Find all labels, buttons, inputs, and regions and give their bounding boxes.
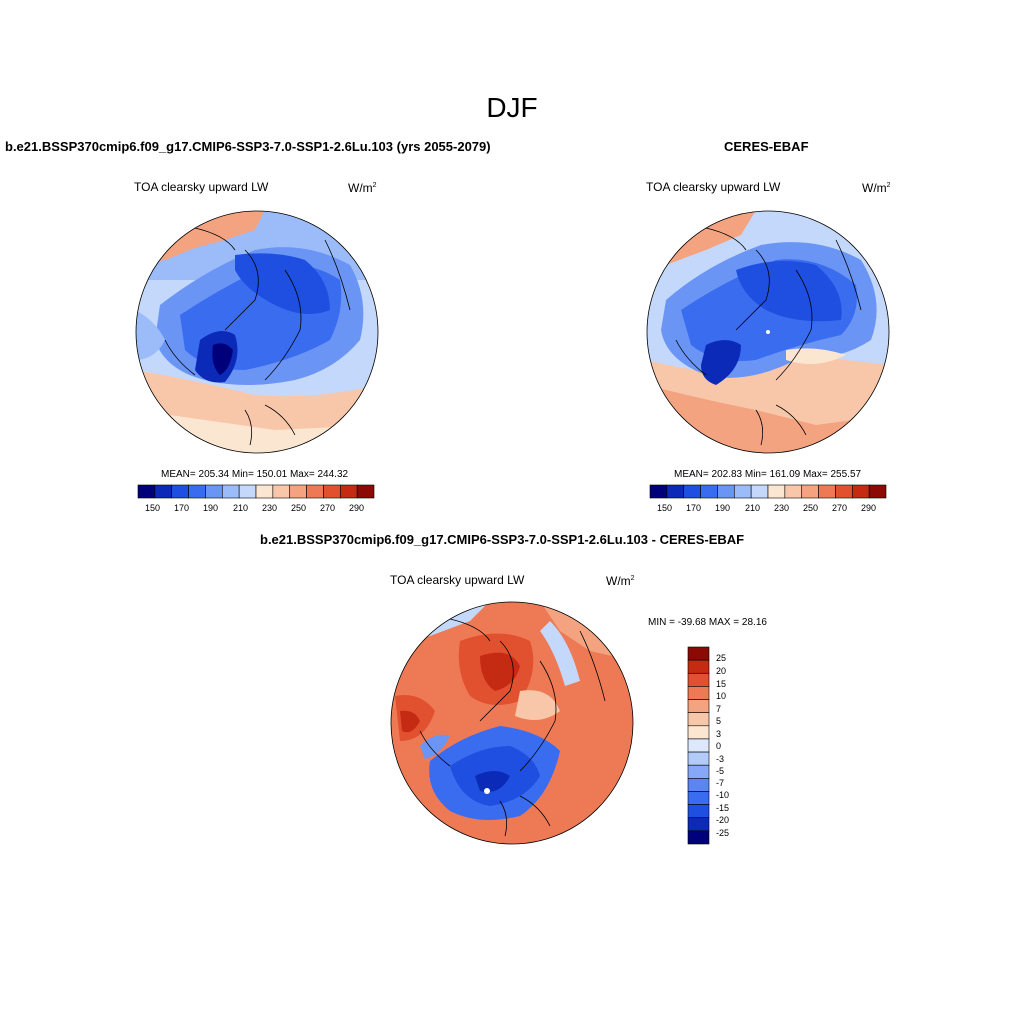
colorbar-swatch — [733, 484, 752, 499]
colorbar-swatch — [221, 484, 240, 499]
colorbar-swatch — [687, 791, 710, 805]
diff-variable-label: TOA clearsky upward LW — [390, 573, 525, 587]
colorbar-swatch — [649, 484, 668, 499]
colorbar-swatch — [687, 830, 710, 845]
colorbar-swatch — [767, 484, 786, 499]
colorbar-swatch — [717, 484, 735, 499]
colorbar-swatch — [700, 484, 718, 499]
colorbar-swatch — [306, 484, 324, 499]
colorbar-tick-label: 3 — [716, 729, 722, 739]
colorbar-swatch — [801, 484, 819, 499]
colorbar-swatch — [851, 484, 870, 499]
colorbar-tick-label: 5 — [716, 716, 722, 726]
colorbar-tick-label: 7 — [716, 704, 722, 714]
colorbar-tick-label: 150 — [657, 503, 673, 513]
colorbar-swatch — [750, 484, 769, 499]
model-polar-map — [135, 210, 379, 454]
obs-variable-label: TOA clearsky upward LW — [646, 180, 781, 194]
colorbar-tick-label: 190 — [203, 503, 219, 513]
colorbar-tick-label: 20 — [716, 666, 727, 676]
colorbar-swatch — [687, 712, 710, 727]
colorbar-tick-label: 10 — [716, 691, 727, 701]
colorbar-tick-label: -20 — [716, 815, 730, 825]
colorbar-swatch — [868, 484, 887, 499]
obs-colorbar-labels: 150 170 190 210 230 250 270 290 — [650, 503, 886, 515]
colorbar-swatch — [687, 804, 710, 819]
colorbar-swatch — [687, 778, 710, 792]
colorbar-tick-label: -10 — [716, 790, 730, 800]
colorbar-swatch — [687, 686, 710, 700]
model-stats-text: MEAN= 205.34 Min= 150.01 Max= 244.32 — [161, 469, 349, 480]
colorbar-tick-label: 210 — [233, 503, 249, 513]
colorbar-tick-label: 190 — [715, 503, 731, 513]
colorbar-swatch — [356, 484, 375, 499]
obs-colorbar — [649, 484, 887, 499]
diff-colorbar-labels: 25 20 15 10 7 5 3 0 -3 -5 -7 -10 -15 -20… — [716, 650, 746, 847]
model-case-title: b.e21.BSSP370cmip6.f09_g17.CMIP6-SSP3-7.… — [5, 139, 491, 154]
colorbar-swatch — [255, 484, 274, 499]
colorbar-swatch — [784, 484, 803, 499]
model-units-label: W/m2 — [348, 181, 377, 195]
colorbar-swatch — [687, 646, 710, 661]
model-colorbar-labels: 150 170 190 210 230 250 270 290 — [138, 503, 374, 515]
colorbar-swatch — [154, 484, 173, 499]
model-variable-label: TOA clearsky upward LW — [134, 180, 269, 194]
colorbar-tick-label: 230 — [262, 503, 278, 513]
diff-stats-text: MIN = -39.68 MAX = 28.16 — [648, 617, 767, 628]
colorbar-swatch — [205, 484, 223, 499]
colorbar-tick-label: 250 — [291, 503, 307, 513]
colorbar-tick-label: 270 — [320, 503, 336, 513]
diff-colorbar — [687, 646, 710, 845]
obs-polar-map — [646, 210, 890, 454]
colorbar-swatch — [687, 764, 710, 779]
colorbar-swatch — [687, 738, 710, 753]
colorbar-tick-label: -3 — [716, 754, 725, 764]
colorbar-swatch — [289, 484, 307, 499]
colorbar-swatch — [687, 659, 710, 674]
colorbar-swatch — [666, 484, 685, 499]
obs-case-title: CERES-EBAF — [724, 139, 809, 154]
obs-units-label: W/m2 — [862, 181, 891, 195]
colorbar-swatch — [323, 484, 341, 499]
colorbar-swatch — [171, 484, 189, 499]
colorbar-swatch — [238, 484, 257, 499]
diff-polar-map — [390, 601, 634, 845]
colorbar-swatch — [683, 484, 701, 499]
colorbar-swatch — [835, 484, 853, 499]
diff-units-label: W/m2 — [606, 574, 635, 588]
colorbar-swatch — [687, 672, 710, 687]
colorbar-swatch — [687, 817, 710, 832]
colorbar-swatch — [188, 484, 206, 499]
colorbar-tick-label: 0 — [716, 741, 722, 751]
colorbar-swatch — [687, 725, 710, 740]
colorbar-tick-label: 25 — [716, 653, 727, 663]
colorbar-tick-label: 230 — [774, 503, 790, 513]
colorbar-swatch — [272, 484, 291, 499]
colorbar-tick-label: 170 — [686, 503, 702, 513]
colorbar-tick-label: 270 — [832, 503, 848, 513]
colorbar-tick-label: -7 — [716, 778, 725, 788]
colorbar-tick-label: -15 — [716, 803, 730, 813]
colorbar-tick-label: 250 — [803, 503, 819, 513]
colorbar-tick-label: -25 — [716, 828, 730, 838]
colorbar-swatch — [687, 751, 710, 766]
colorbar-tick-label: 15 — [716, 679, 727, 689]
colorbar-tick-label: 290 — [349, 503, 365, 513]
model-colorbar — [137, 484, 375, 499]
colorbar-swatch — [137, 484, 156, 499]
colorbar-tick-label: 170 — [174, 503, 190, 513]
colorbar-swatch — [818, 484, 836, 499]
colorbar-swatch — [339, 484, 358, 499]
colorbar-tick-label: 150 — [145, 503, 161, 513]
figure-title: DJF — [486, 92, 538, 123]
colorbar-swatch — [687, 699, 710, 713]
colorbar-tick-label: 290 — [861, 503, 877, 513]
colorbar-tick-label: 210 — [745, 503, 761, 513]
obs-stats-text: MEAN= 202.83 Min= 161.09 Max= 255.57 — [674, 469, 862, 480]
colorbar-tick-label: -5 — [716, 766, 725, 776]
diff-case-title: b.e21.BSSP370cmip6.f09_g17.CMIP6-SSP3-7.… — [260, 532, 745, 547]
